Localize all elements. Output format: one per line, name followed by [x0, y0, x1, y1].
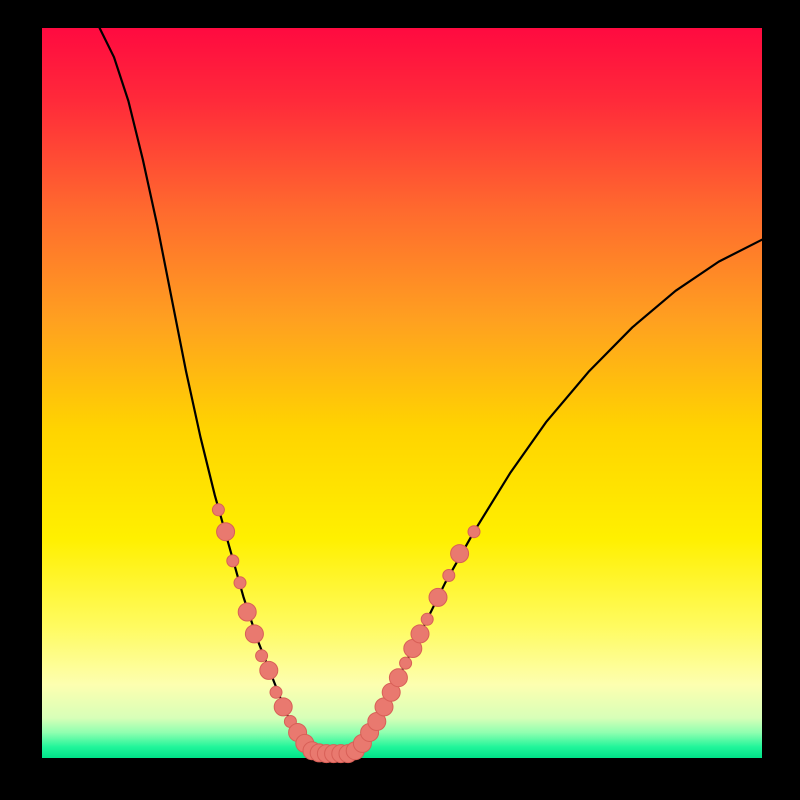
data-marker: [411, 625, 429, 643]
data-marker: [451, 545, 469, 563]
data-marker: [234, 577, 246, 589]
data-marker: [274, 698, 292, 716]
plot-background: [42, 28, 762, 758]
data-marker: [212, 504, 224, 516]
data-marker: [217, 523, 235, 541]
data-marker: [270, 686, 282, 698]
data-marker: [227, 555, 239, 567]
data-marker: [238, 603, 256, 621]
data-marker: [389, 669, 407, 687]
data-marker: [245, 625, 263, 643]
data-marker: [256, 650, 268, 662]
bottleneck-chart: [0, 0, 800, 800]
chart-root: TheBottlenecker.com: [0, 0, 800, 800]
data-marker: [468, 526, 480, 538]
data-marker: [443, 570, 455, 582]
data-marker: [400, 657, 412, 669]
data-marker: [429, 588, 447, 606]
data-marker: [421, 613, 433, 625]
data-marker: [260, 661, 278, 679]
